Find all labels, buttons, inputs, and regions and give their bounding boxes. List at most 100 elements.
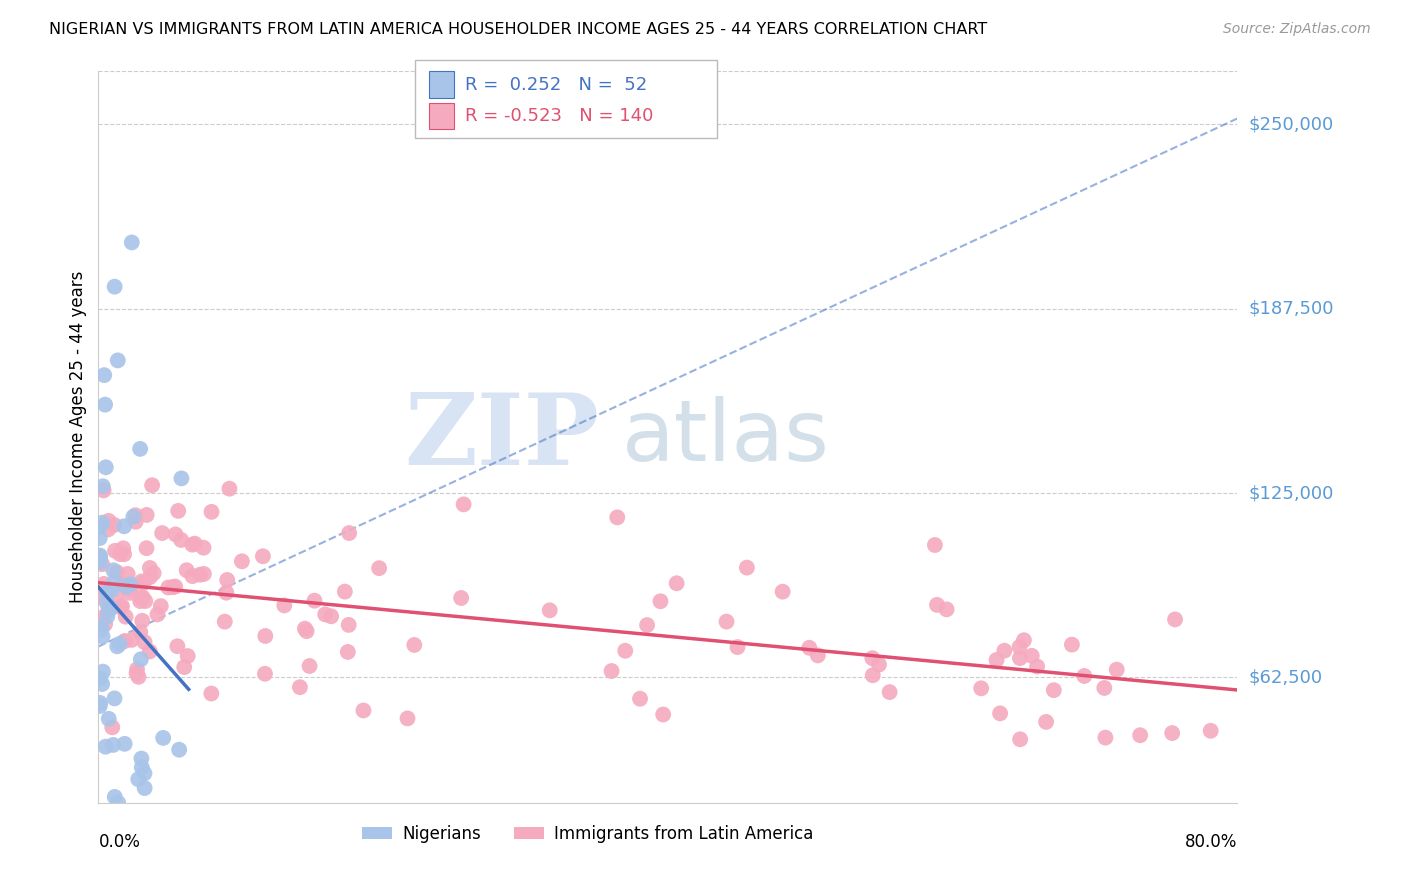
Point bbox=[333, 584, 356, 599]
Point bbox=[121, 235, 143, 250]
Point bbox=[1161, 726, 1184, 740]
Point bbox=[988, 706, 1011, 721]
Point bbox=[1199, 723, 1222, 738]
Point bbox=[114, 609, 136, 624]
Point bbox=[295, 624, 318, 639]
Point bbox=[120, 580, 142, 594]
Point bbox=[96, 609, 118, 624]
Point bbox=[114, 737, 136, 751]
Point bbox=[193, 541, 215, 555]
Point bbox=[94, 616, 117, 631]
Point bbox=[167, 504, 190, 518]
Point bbox=[97, 523, 120, 537]
Point bbox=[112, 541, 135, 556]
Point bbox=[139, 570, 162, 584]
Point bbox=[157, 581, 180, 595]
Point bbox=[288, 680, 311, 694]
Point bbox=[108, 547, 131, 561]
Point bbox=[124, 508, 146, 523]
Point bbox=[131, 614, 153, 628]
Point bbox=[993, 643, 1015, 657]
Point bbox=[150, 526, 173, 541]
Point bbox=[112, 547, 135, 561]
Point bbox=[1010, 732, 1032, 747]
Point bbox=[89, 672, 111, 686]
Point bbox=[91, 677, 114, 691]
Text: NIGERIAN VS IMMIGRANTS FROM LATIN AMERICA HOUSEHOLDER INCOME AGES 25 - 44 YEARS : NIGERIAN VS IMMIGRANTS FROM LATIN AMERIC… bbox=[49, 22, 987, 37]
Point bbox=[450, 591, 472, 605]
Point bbox=[735, 560, 758, 574]
Point bbox=[141, 478, 163, 492]
Point bbox=[352, 704, 374, 718]
Point bbox=[200, 686, 222, 700]
Text: atlas: atlas bbox=[623, 395, 831, 479]
Point bbox=[89, 549, 111, 563]
Point bbox=[89, 555, 111, 569]
Text: $250,000: $250,000 bbox=[1249, 115, 1334, 134]
Point bbox=[91, 610, 114, 624]
Point bbox=[862, 668, 884, 682]
Point bbox=[94, 398, 117, 412]
Point bbox=[1073, 669, 1095, 683]
Point bbox=[336, 645, 359, 659]
Point bbox=[131, 751, 153, 765]
Point bbox=[89, 531, 111, 545]
Text: 80.0%: 80.0% bbox=[1185, 833, 1237, 851]
Text: R =  0.252   N =  52: R = 0.252 N = 52 bbox=[465, 76, 648, 94]
Point bbox=[89, 549, 111, 564]
Point bbox=[104, 279, 127, 293]
Point bbox=[1012, 633, 1035, 648]
Point bbox=[142, 566, 165, 581]
Point bbox=[107, 796, 129, 810]
Point bbox=[125, 666, 148, 681]
Point bbox=[924, 538, 946, 552]
Point bbox=[860, 651, 883, 665]
Point bbox=[193, 566, 215, 581]
Point bbox=[132, 591, 155, 605]
Point bbox=[121, 632, 143, 647]
Point bbox=[453, 497, 475, 511]
Point bbox=[89, 551, 111, 566]
Point bbox=[131, 574, 153, 589]
Point bbox=[396, 711, 419, 725]
Point bbox=[127, 670, 149, 684]
Point bbox=[231, 554, 253, 568]
Point bbox=[98, 603, 121, 617]
Point bbox=[93, 577, 115, 591]
Point bbox=[93, 483, 115, 498]
Text: Source: ZipAtlas.com: Source: ZipAtlas.com bbox=[1223, 22, 1371, 37]
Point bbox=[1043, 683, 1066, 698]
Point bbox=[807, 648, 830, 663]
Point bbox=[91, 516, 114, 530]
Point bbox=[1129, 728, 1152, 742]
Point bbox=[181, 569, 204, 583]
Legend: Nigerians, Immigrants from Latin America: Nigerians, Immigrants from Latin America bbox=[356, 818, 821, 849]
Point bbox=[124, 515, 146, 529]
Point bbox=[89, 696, 111, 710]
Point bbox=[129, 594, 152, 608]
Point bbox=[139, 644, 162, 658]
Point bbox=[970, 681, 993, 696]
Point bbox=[184, 537, 207, 551]
Point bbox=[91, 630, 114, 644]
Point bbox=[89, 519, 111, 533]
Text: ZIP: ZIP bbox=[405, 389, 599, 485]
Point bbox=[152, 731, 174, 745]
Point bbox=[101, 720, 124, 734]
Point bbox=[107, 353, 129, 368]
Point bbox=[101, 738, 124, 752]
Point bbox=[120, 582, 142, 596]
Point bbox=[129, 625, 152, 640]
Point bbox=[165, 580, 187, 594]
Point bbox=[146, 607, 169, 622]
Point bbox=[181, 538, 204, 552]
Point bbox=[1026, 659, 1049, 673]
Point bbox=[628, 691, 651, 706]
Point bbox=[298, 659, 321, 673]
Text: $187,500: $187,500 bbox=[1249, 300, 1334, 318]
Point bbox=[134, 635, 156, 649]
Point bbox=[188, 567, 211, 582]
Point bbox=[120, 577, 142, 591]
Text: $62,500: $62,500 bbox=[1249, 668, 1323, 687]
Point bbox=[91, 665, 114, 679]
